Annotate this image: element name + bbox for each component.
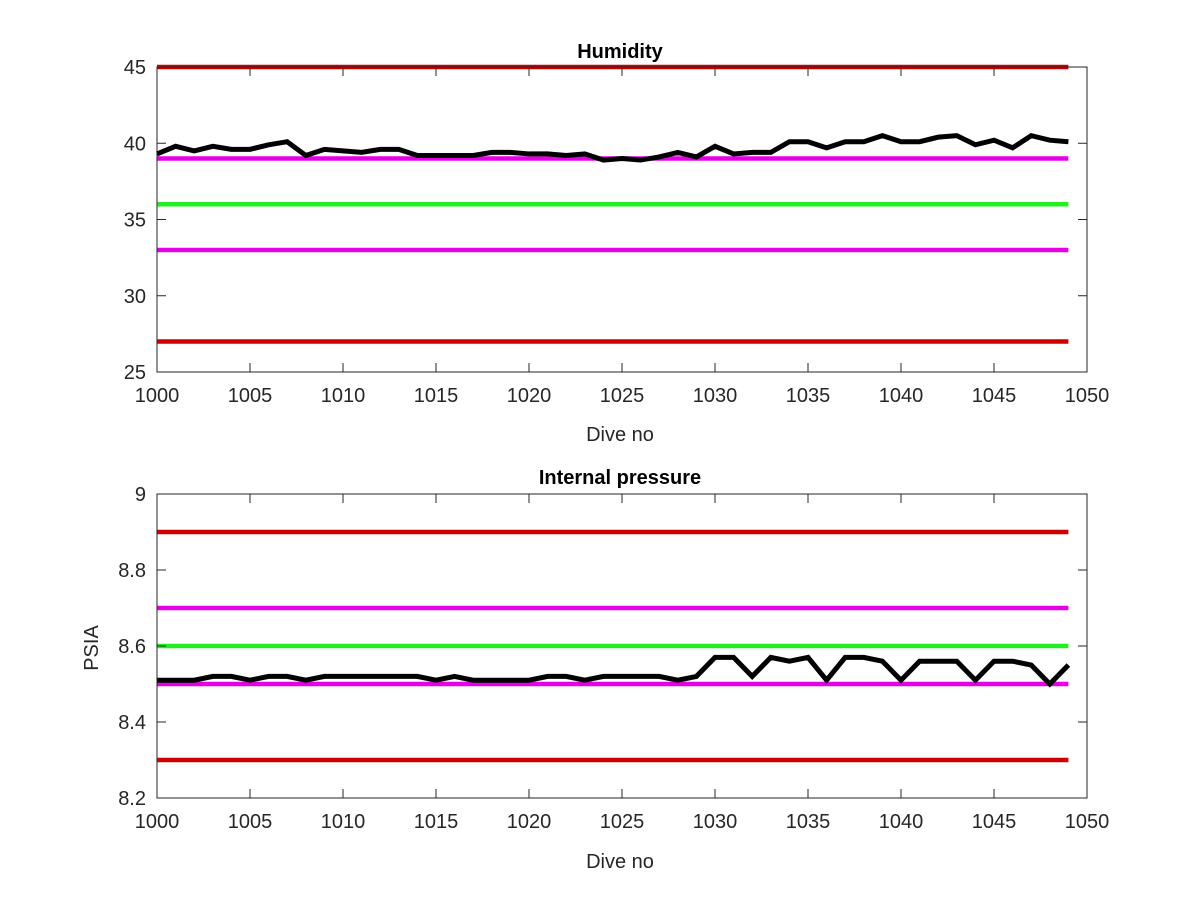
internal-pressure-xtick-label: 1045 (972, 811, 1017, 833)
internal-pressure-xtick-label: 1010 (321, 811, 366, 833)
internal-pressure-ytick-label: 8.8 (118, 560, 146, 582)
internal-pressure-xtick-label: 1015 (414, 811, 459, 833)
internal-pressure-ylabel: PSIA (81, 625, 103, 671)
humidity-plot-area (157, 67, 1087, 372)
humidity-ytick-label: 35 (124, 210, 146, 232)
humidity-xtick-label: 1040 (879, 385, 924, 407)
humidity-ytick-label: 40 (124, 133, 146, 155)
internal-pressure-xtick-label: 1000 (135, 811, 180, 833)
internal-pressure-xtick-label: 1020 (507, 811, 552, 833)
internal-pressure-xtick-label: 1040 (879, 811, 924, 833)
humidity-xtick-label: 1030 (693, 385, 738, 407)
humidity-xtick-label: 1025 (600, 385, 645, 407)
internal-pressure-axes: 1000 1005 1010 1015 1020 1025 1030 1035 1040 1045… (81, 467, 1109, 873)
internal-pressure-ytick-label: 8.2 (118, 788, 146, 810)
internal-pressure-ytick-label: 9 (135, 484, 146, 506)
humidity-ytick-label: 30 (124, 286, 146, 308)
internal-pressure-title: Internal pressure (539, 467, 701, 489)
internal-pressure-ytick-label: 8.6 (118, 636, 146, 658)
humidity-ytick-label: 45 (124, 57, 146, 79)
humidity-xtick-label: 1000 (135, 385, 180, 407)
humidity-xtick-label: 1035 (786, 385, 831, 407)
internal-pressure-ytick-label: 8.4 (118, 712, 146, 734)
humidity-xtick-label: 1005 (228, 385, 273, 407)
humidity-xtick-label: 1010 (321, 385, 366, 407)
humidity-xlabel: Dive no (586, 424, 654, 446)
humidity-xtick-label: 1045 (972, 385, 1017, 407)
internal-pressure-data-line (157, 654, 1071, 688)
humidity-xtick-label: 1020 (507, 385, 552, 407)
internal-pressure-xtick-label: 1025 (600, 811, 645, 833)
humidity-ytick-label: 25 (124, 362, 146, 384)
humidity-data-line (156, 132, 1069, 163)
internal-pressure-xtick-label: 1005 (228, 811, 273, 833)
internal-pressure-xlabel: Dive no (586, 851, 654, 873)
internal-pressure-xtick-label: 1050 (1065, 811, 1110, 833)
humidity-title: Humidity (577, 41, 663, 63)
internal-pressure-xtick-label: 1030 (693, 811, 738, 833)
humidity-xtick-label: 1015 (414, 385, 459, 407)
humidity-axes: 1000 1005 1010 1015 1020 1025 1030 1035 1040 1045… (124, 41, 1110, 446)
humidity-xtick-label: 1050 (1065, 385, 1110, 407)
internal-pressure-xtick-label: 1035 (786, 811, 831, 833)
